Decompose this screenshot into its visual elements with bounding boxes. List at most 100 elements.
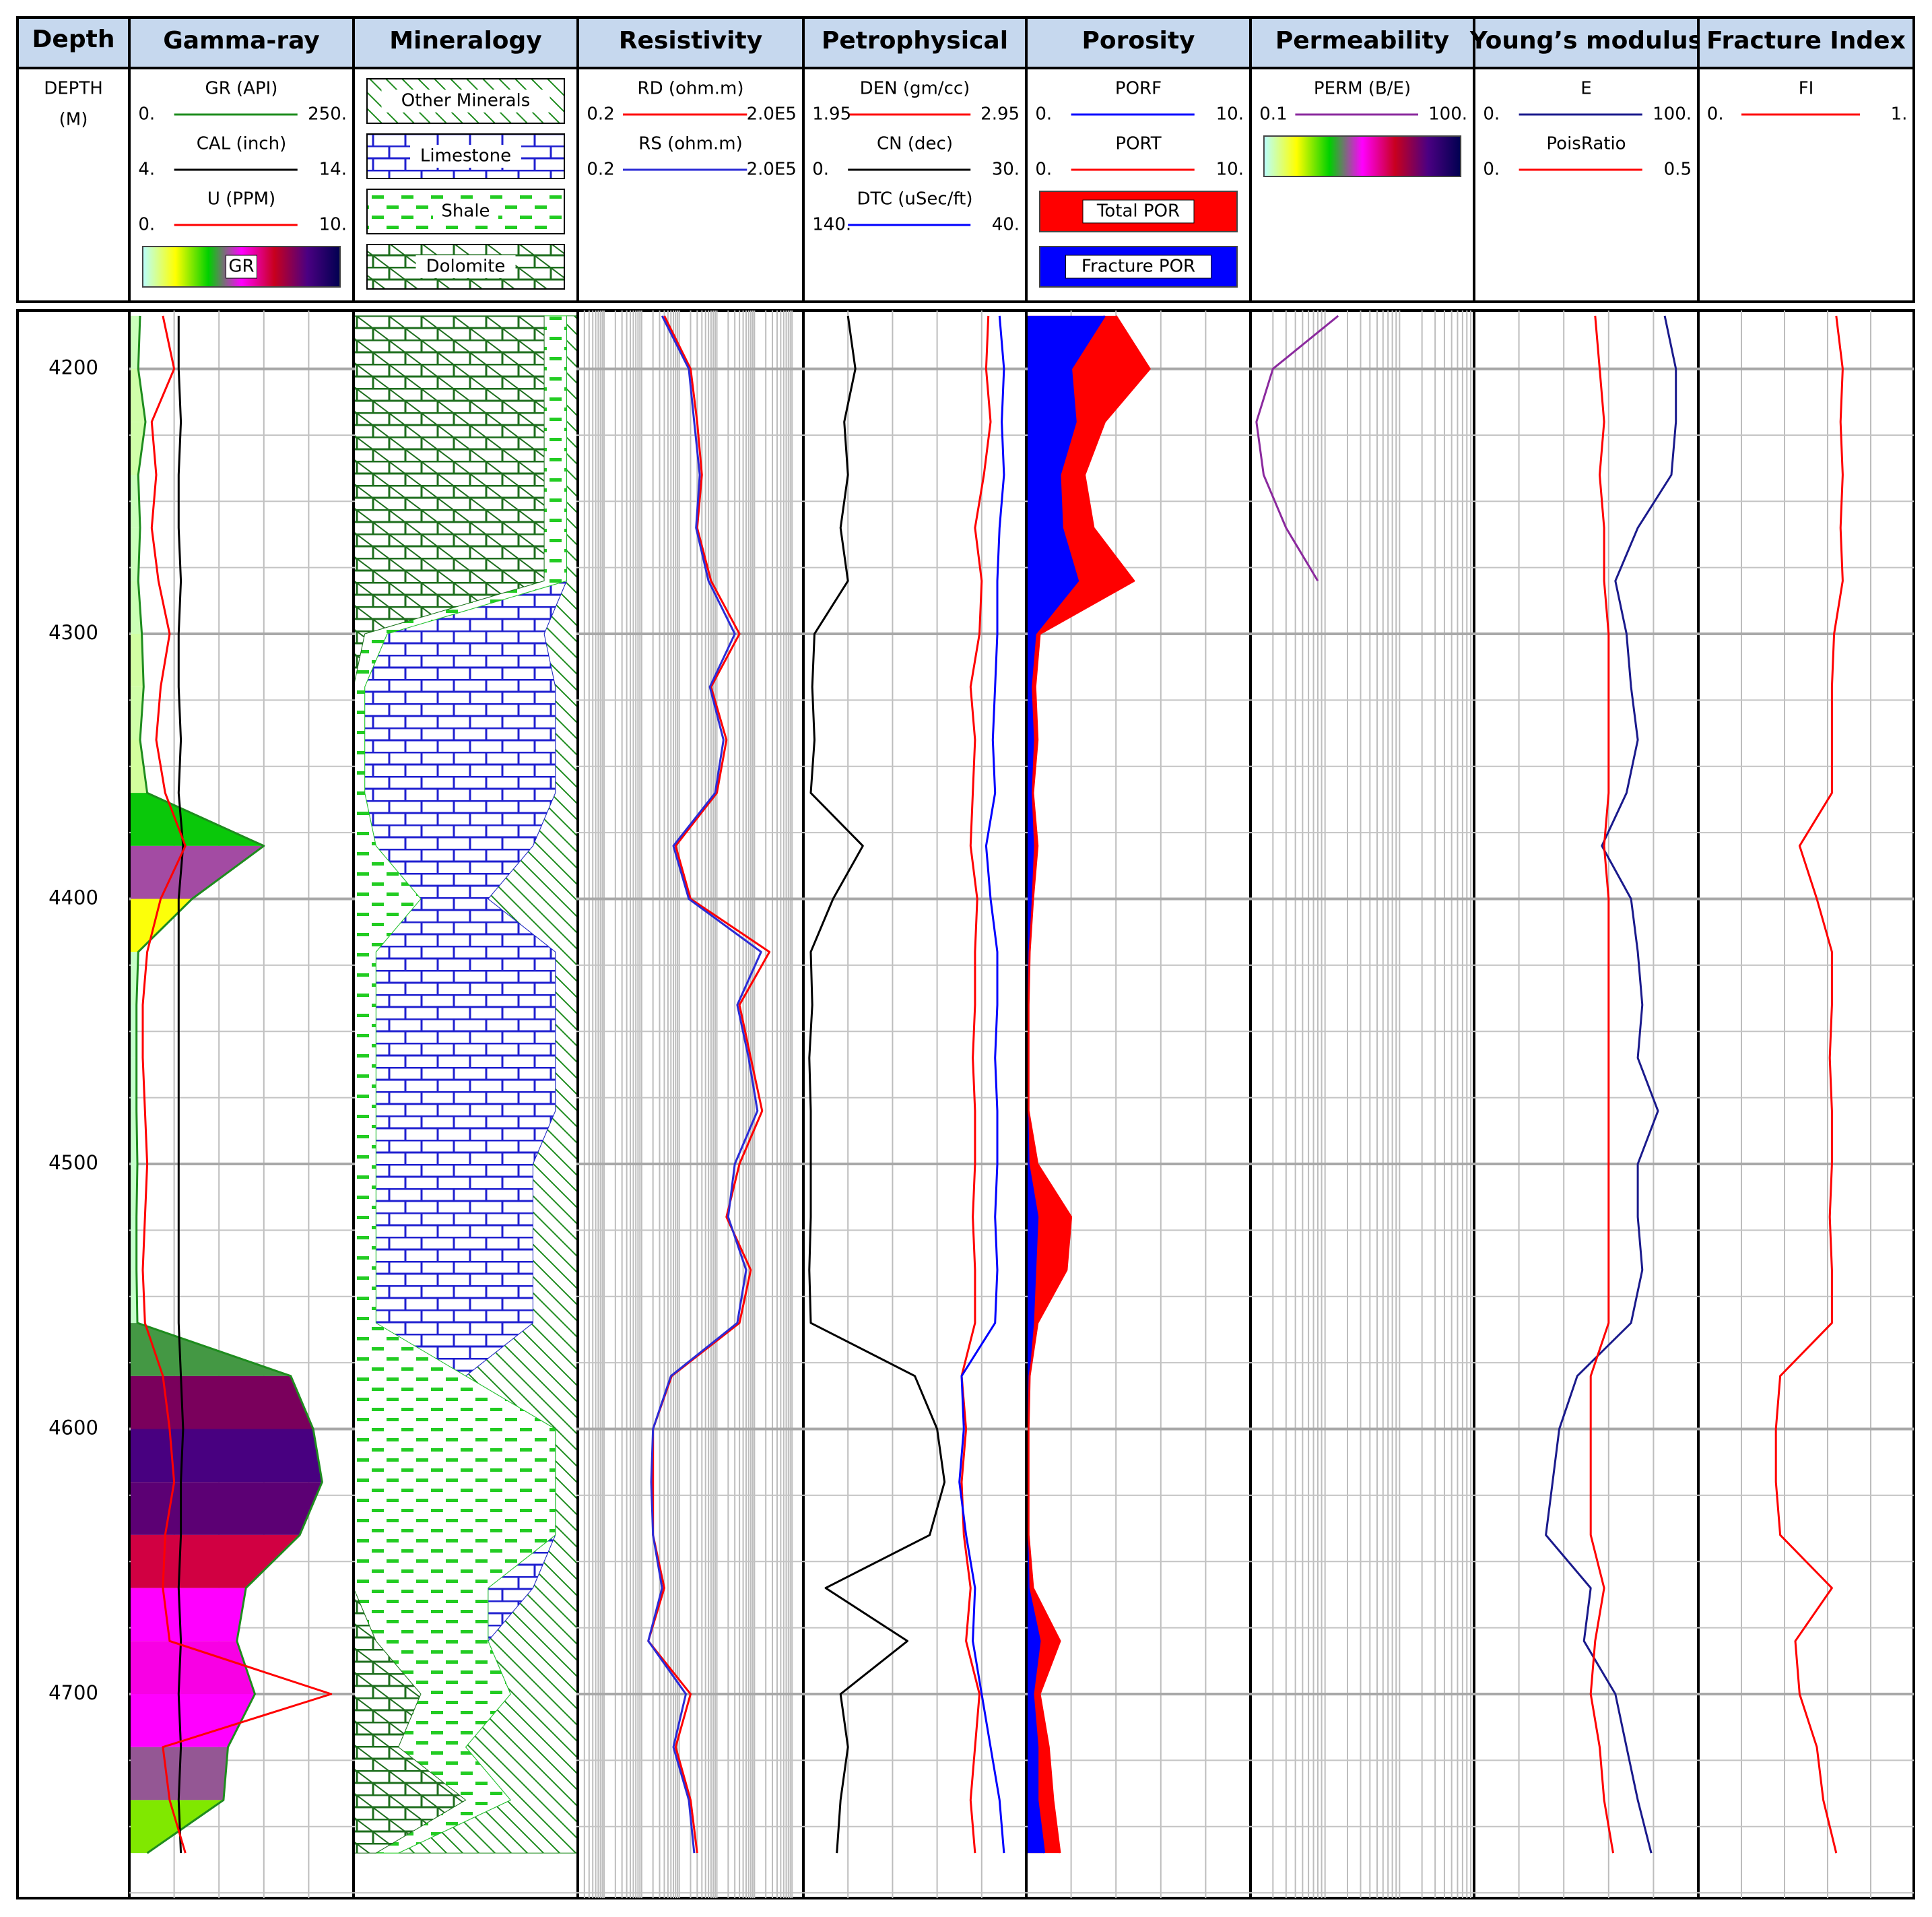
depth-tick-label: 4600 [48,1417,98,1439]
scale-label: 14. [319,160,347,180]
colormap-fill [131,1270,137,1324]
legend-curve-name: CN (dec) [877,134,953,154]
legend-curve-name: DTC (uSec/ft) [857,189,972,209]
legend-label-bg [1065,255,1211,279]
legend-label-bg [433,200,498,223]
track-plot [1255,315,1339,582]
legend-cell [1249,67,1475,303]
colormap-fill [131,1375,314,1429]
log-curve [141,315,333,1854]
log-curve [1028,315,1106,1854]
legend-swatch [1263,135,1462,177]
plot-cell [16,309,131,1899]
header-cell [1697,16,1915,69]
track-title: Depth [32,26,115,53]
scale-label: 0. [1707,104,1724,125]
legend-curve-name: GR (API) [205,79,278,99]
colormap-fill [131,1429,323,1483]
header-cell [16,16,131,69]
legend-label-bg [410,145,521,168]
track-plot [355,315,576,1854]
legend-label: Total POR [1096,201,1180,222]
scale-label: 0.2 [587,104,614,125]
track-title: Permeability [1275,27,1449,55]
track-title: Mineralogy [389,27,542,55]
colormap-fill [131,1641,255,1695]
colormap-fill [131,422,145,475]
legend-label: Dolomite [426,257,506,277]
track-title: Gamma-ray [163,27,320,55]
legend-cell [576,67,805,303]
legend-label: GR [228,257,254,277]
scale-label: 10. [1216,160,1244,180]
track-title: Porosity [1081,27,1195,55]
legend-curve-name: U (PPM) [207,189,275,209]
track-plot [1545,315,1677,1854]
scale-label: 100. [1428,104,1467,125]
legend-label: Other Minerals [401,91,531,111]
legend-curve-name: PoisRatio [1546,134,1626,154]
track-title: Young’s modulus [1469,27,1702,55]
plot-cell [1473,309,1700,1899]
scale-label: 140. [812,215,851,235]
legend-cell [802,67,1028,303]
log-curve [958,315,1005,1854]
scale-label: 1.95 [812,104,851,125]
scale-label: 10. [319,215,347,235]
colormap-fill [131,1534,300,1588]
track-title: Fracture Index [1706,27,1906,55]
log-curve [808,315,946,1854]
scale-label: 0. [138,215,155,235]
legend-curve-name: PERM (B/E) [1314,79,1411,99]
scale-label: 2.0E5 [747,160,797,180]
colormap-fill [131,1164,137,1217]
track-plot [1774,315,1844,1854]
colormap-fill [131,899,193,952]
scale-label: 100. [1653,104,1692,125]
legend-label: Fracture POR [1081,257,1195,277]
plot-cell [802,309,1028,1899]
log-curve [1255,315,1339,582]
colormap-fill [131,1694,255,1747]
legend-label: Shale [441,201,490,222]
colormap-fill [131,845,264,899]
track-title: Petrophysical [822,27,1008,55]
log-curve [1028,315,1151,1854]
colormap-fill [131,1111,137,1165]
legend-cell [1473,67,1700,303]
log-curve [177,315,185,1854]
depth-label: DEPTH [44,79,103,99]
scale-label: 0. [138,104,155,125]
colormap-fill [131,1004,137,1058]
scale-label: 0. [812,160,829,180]
colormap-fill [131,1482,323,1535]
legend-swatch [141,246,341,288]
legend-curve-name: RD (ohm.m) [638,79,744,99]
colormap-fill [131,1216,137,1270]
plot-cell [1697,309,1915,1899]
log-curve [1589,315,1614,1854]
track-plot [808,315,1005,1854]
scale-label: 0. [1035,160,1052,180]
depth-tick-label: 4200 [48,356,98,379]
scale-label: 2.95 [980,104,1020,125]
log-curve [135,315,323,1854]
log-curve [1545,315,1677,1854]
scale-label: 0.1 [1259,104,1287,125]
legend-label-bg [1082,199,1195,224]
header-cell [128,16,355,69]
scale-label: 2.0E5 [747,104,797,125]
depth-unit: (M) [59,110,88,130]
scale-label: 4. [138,160,155,180]
log-curve [960,315,992,1854]
legend-curve-name: FI [1799,79,1814,99]
legend-curve-name: PORF [1115,79,1162,99]
depth-tick-label: 4700 [48,1681,98,1704]
legend-label-bg [226,255,257,279]
scale-label: 0. [1483,160,1500,180]
colormap-fill [131,1058,137,1111]
header-cell [352,16,579,69]
scale-label: 40. [992,215,1020,235]
